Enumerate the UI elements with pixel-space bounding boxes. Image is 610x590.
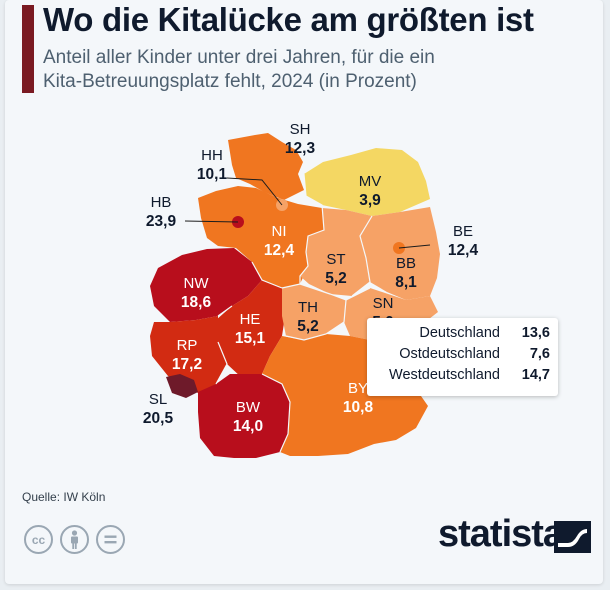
region-value-SH: 12,3 (285, 140, 316, 157)
subtitle: Anteil aller Kinder unter drei Jahren, f… (43, 46, 563, 94)
statista-logo-icon[interactable] (554, 521, 591, 553)
title-accent-bar (22, 5, 34, 93)
region-value-SL: 20,5 (143, 410, 174, 427)
legend-row-westdeutschland: Westdeutschland 14,7 (367, 367, 550, 389)
legend-value: 13,6 (521, 325, 550, 341)
region-code-TH: TH (298, 299, 318, 316)
state-shape-ST[interactable] (300, 208, 372, 296)
statista-logo-text[interactable]: statista (438, 513, 564, 555)
state-shape-NI[interactable] (198, 186, 324, 288)
legend-value: 14,7 (521, 367, 550, 383)
creative-commons-icon[interactable]: cc (23, 524, 54, 555)
subtitle-line-1: Anteil aller Kinder unter drei Jahren, f… (43, 47, 435, 68)
region-code-HE: HE (240, 311, 261, 328)
state-shape-BW[interactable] (198, 374, 290, 458)
region-value-BE: 12,4 (448, 242, 479, 259)
region-value-MV: 3,9 (359, 192, 381, 209)
region-value-NI: 12,4 (264, 242, 295, 259)
state-shape-SH[interactable] (228, 133, 304, 200)
region-code-NW: NW (184, 275, 210, 292)
subtitle-line-2: Kita-Betreuungsplatz fehlt, 2024 (in Pro… (43, 71, 417, 92)
cc-text: cc (32, 533, 46, 547)
region-code-SL: SL (149, 391, 167, 408)
region-code-BY: BY (348, 380, 368, 397)
region-value-ST: 5,2 (325, 270, 347, 287)
legend-label: Westdeutschland (389, 367, 500, 383)
region-value-BW: 14,0 (233, 418, 263, 435)
region-code-ST: ST (326, 251, 345, 268)
region-code-NI: NI (272, 223, 287, 240)
legend-label: Deutschland (419, 325, 500, 341)
region-code-MV: MV (359, 173, 382, 190)
region-code-BW: BW (236, 399, 261, 416)
attribution-icon[interactable] (59, 524, 90, 555)
region-code-BE: BE (453, 223, 473, 240)
legend-label: Ostdeutschland (399, 346, 500, 362)
region-value-BB: 8,1 (395, 274, 417, 291)
state-shape-HE[interactable] (216, 280, 286, 378)
state-shape-TH[interactable] (282, 284, 346, 340)
region-value-HB: 23,9 (146, 213, 177, 230)
region-code-BB: BB (396, 255, 416, 272)
summary-legend: Deutschland 13,6 Ostdeutschland 7,6 West… (367, 318, 558, 396)
state-shape-RP[interactable] (150, 316, 227, 394)
page-title: Wo die Kitalücke am größten ist (43, 1, 534, 38)
state-shape-MV[interactable] (304, 148, 430, 216)
region-value-NW: 18,6 (181, 294, 212, 311)
region-value-HH: 10,1 (197, 166, 228, 183)
legend-row-ostdeutschland: Ostdeutschland 7,6 (367, 346, 550, 368)
state-shape-NW[interactable] (150, 248, 262, 322)
no-derivatives-icon[interactable] (95, 524, 126, 555)
region-value-BY: 10,8 (343, 399, 374, 416)
state-shape-SL[interactable] (166, 374, 198, 398)
leader-lines (184, 177, 431, 249)
region-code-RP: RP (177, 337, 198, 354)
legend-value: 7,6 (529, 346, 550, 362)
region-value-HE: 15,1 (235, 330, 266, 347)
region-code-SH: SH (290, 121, 311, 138)
region-value-RP: 17,2 (172, 356, 202, 373)
region-value-TH: 5,2 (297, 318, 319, 335)
region-code-HB: HB (151, 194, 172, 211)
region-code-HH: HH (201, 147, 223, 164)
state-borders (215, 173, 373, 453)
legend-row-deutschland: Deutschland 13,6 (367, 325, 550, 347)
region-code-SN: SN (373, 295, 394, 312)
source-note: Quelle: IW Köln (22, 490, 106, 504)
